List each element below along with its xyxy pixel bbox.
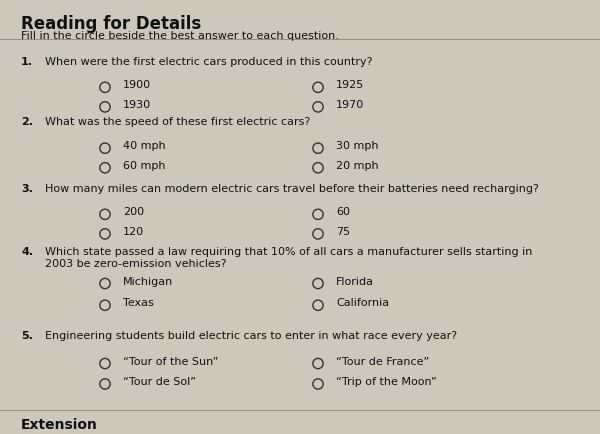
Text: Florida: Florida — [336, 276, 374, 286]
Text: Texas: Texas — [123, 298, 154, 308]
Text: Reading for Details: Reading for Details — [21, 15, 201, 33]
Point — [100, 231, 110, 238]
Text: 120: 120 — [123, 227, 144, 237]
Text: “Trip of the Moon”: “Trip of the Moon” — [336, 376, 437, 386]
Text: Extension: Extension — [21, 418, 98, 431]
Text: “Tour de France”: “Tour de France” — [336, 356, 429, 366]
Point — [313, 360, 323, 367]
Text: 1970: 1970 — [336, 100, 364, 110]
Text: 4.: 4. — [21, 247, 33, 256]
Point — [313, 211, 323, 218]
Text: What was the speed of these first electric cars?: What was the speed of these first electr… — [45, 117, 310, 127]
Point — [313, 231, 323, 238]
Text: 40 mph: 40 mph — [123, 141, 166, 151]
Text: 2.: 2. — [21, 117, 33, 127]
Text: How many miles can modern electric cars travel before their batteries need recha: How many miles can modern electric cars … — [45, 183, 539, 193]
Text: 30 mph: 30 mph — [336, 141, 379, 151]
Point — [100, 85, 110, 92]
Text: 1.: 1. — [21, 56, 33, 66]
Text: “Tour of the Sun”: “Tour of the Sun” — [123, 356, 218, 366]
Point — [313, 165, 323, 172]
Point — [313, 381, 323, 388]
Point — [100, 302, 110, 309]
Text: 1900: 1900 — [123, 80, 151, 90]
Point — [100, 211, 110, 218]
Point — [313, 104, 323, 111]
Text: 60 mph: 60 mph — [123, 161, 166, 171]
Point — [313, 145, 323, 152]
Text: Which state passed a law requiring that 10% of all cars a manufacturer sells sta: Which state passed a law requiring that … — [45, 247, 532, 268]
Text: 5.: 5. — [21, 331, 33, 341]
Point — [100, 104, 110, 111]
Text: “Tour de Sol”: “Tour de Sol” — [123, 376, 196, 386]
Text: When were the first electric cars produced in this country?: When were the first electric cars produc… — [45, 56, 373, 66]
Point — [313, 280, 323, 287]
Point — [100, 145, 110, 152]
Text: Engineering students build electric cars to enter in what race every year?: Engineering students build electric cars… — [45, 331, 457, 341]
Point — [313, 85, 323, 92]
Text: 200: 200 — [123, 207, 144, 217]
Text: 3.: 3. — [21, 183, 33, 193]
Text: 1925: 1925 — [336, 80, 364, 90]
Text: Michigan: Michigan — [123, 276, 173, 286]
Point — [313, 302, 323, 309]
Point — [100, 280, 110, 287]
Text: 60: 60 — [336, 207, 350, 217]
Text: Fill in the circle beside the best answer to each question.: Fill in the circle beside the best answe… — [21, 31, 339, 41]
Text: 1930: 1930 — [123, 100, 151, 110]
Text: 75: 75 — [336, 227, 350, 237]
Text: California: California — [336, 298, 389, 308]
Point — [100, 165, 110, 172]
Point — [100, 360, 110, 367]
Text: 20 mph: 20 mph — [336, 161, 379, 171]
Point — [100, 381, 110, 388]
